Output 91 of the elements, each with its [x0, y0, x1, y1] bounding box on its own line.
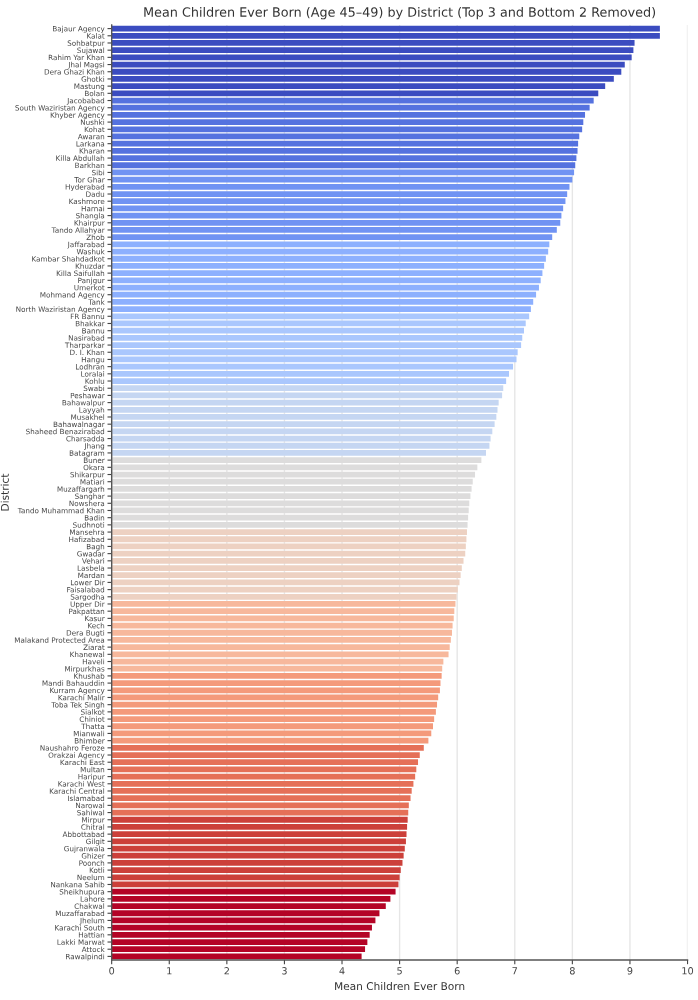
bar: [111, 263, 545, 269]
bar: [111, 536, 467, 543]
bar: [111, 593, 457, 600]
bar: [111, 313, 530, 320]
bar: [111, 306, 531, 312]
bar: [111, 112, 586, 118]
bar: [111, 370, 510, 377]
bar: [111, 651, 449, 658]
bar: [111, 363, 514, 370]
bar: [111, 629, 453, 636]
bar: [111, 119, 584, 125]
bar: [111, 126, 583, 133]
bar: [111, 752, 420, 758]
bar: [111, 234, 553, 241]
bar: [111, 816, 408, 823]
bar: [111, 334, 523, 341]
bar: [111, 874, 400, 881]
bar: [111, 895, 391, 902]
bar: [111, 931, 370, 938]
bar: [111, 701, 438, 708]
bar: [111, 608, 455, 615]
bar: [111, 68, 622, 75]
bar: [111, 557, 464, 564]
bar: [111, 910, 380, 917]
bar: [111, 183, 570, 190]
bar: [111, 299, 534, 305]
bar: [111, 421, 495, 428]
bar: [111, 795, 411, 802]
bar: [111, 550, 466, 557]
bar: [111, 342, 522, 348]
bar: [111, 665, 443, 672]
bar: [111, 378, 507, 384]
bar: [111, 673, 442, 679]
bar: [111, 255, 546, 262]
bar: [111, 414, 497, 420]
bar: [111, 176, 573, 183]
bar: [111, 903, 386, 909]
bar: [111, 615, 454, 622]
bar: [111, 32, 660, 39]
bar: [111, 90, 599, 97]
bar: [111, 349, 518, 356]
bar: [111, 824, 408, 830]
bar: [111, 946, 366, 953]
bar: [111, 155, 577, 161]
bar: [111, 162, 576, 169]
bar: [111, 291, 537, 298]
bar: [111, 147, 578, 154]
bar: [111, 241, 550, 248]
bar: [111, 428, 493, 435]
bar: [111, 277, 541, 284]
bar: [111, 327, 524, 334]
bar: [111, 385, 504, 392]
bar: [111, 637, 451, 643]
bar: [111, 83, 606, 90]
bar: [111, 708, 436, 715]
bar: [111, 450, 486, 456]
bar: [111, 939, 368, 945]
bar: [111, 198, 566, 205]
bar: [111, 716, 435, 722]
bar: [111, 759, 419, 766]
bar: [111, 723, 433, 730]
bar: [111, 802, 409, 809]
bar: [111, 924, 372, 931]
bar: [111, 104, 590, 111]
bar: [111, 838, 406, 845]
bar: [111, 572, 461, 579]
bar: [111, 270, 543, 277]
bar: [111, 680, 441, 686]
bar: [111, 788, 412, 794]
bar: [111, 227, 557, 233]
bar: [111, 644, 450, 651]
bar: [111, 867, 401, 873]
bar: [111, 442, 490, 449]
bar: [111, 888, 396, 895]
bar: [111, 744, 424, 751]
bar: [111, 140, 579, 147]
bar: [111, 601, 456, 607]
bar: [111, 687, 440, 694]
bar: [111, 47, 634, 54]
bar: [111, 191, 568, 197]
bar: [111, 565, 462, 571]
bar: [111, 529, 467, 535]
bar: [111, 737, 429, 744]
bar: [111, 831, 407, 838]
bar: [111, 406, 498, 413]
bar: [111, 76, 614, 82]
bar: [111, 54, 632, 61]
bar: [111, 860, 403, 866]
bar: [111, 219, 561, 226]
bar: [111, 780, 414, 787]
bar: [111, 852, 404, 859]
